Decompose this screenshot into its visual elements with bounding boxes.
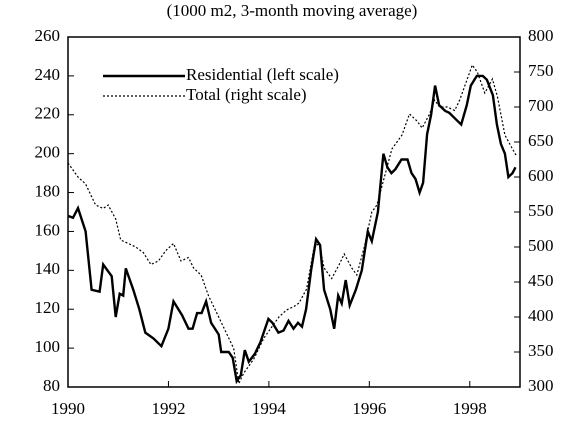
x-tick-label: 1996 [352,399,386,418]
y-tick-label: 200 [35,143,61,162]
x-tick-label: 1998 [453,399,487,418]
y-tick-label: 80 [43,376,60,395]
x-tick-label: 1994 [252,399,287,418]
y-tick-label: 220 [35,104,61,123]
y-tick-label: 260 [35,26,61,45]
series-line [67,74,517,385]
x-tick-label: 1990 [51,399,85,418]
x-tick-label: 1992 [151,399,185,418]
y2-tick-label: 450 [528,271,554,290]
chart-title: (1000 m2, 3-month moving average) [167,1,418,20]
y2-tick-label: 550 [528,201,554,220]
y-tick-label: 240 [35,65,61,84]
y2-tick-label: 650 [528,131,554,150]
y2-tick-label: 300 [528,376,554,395]
y2-tick-label: 700 [528,96,554,115]
legend-label: Residential (left scale) [186,65,339,84]
y2-tick-label: 500 [528,236,554,255]
y2-tick-label: 400 [528,306,554,325]
y-tick-label: 120 [35,298,61,317]
y-tick-label: 140 [35,259,61,278]
y2-tick-label: 600 [528,166,554,185]
y2-tick-label: 800 [528,26,554,45]
y-tick-label: 100 [35,337,61,356]
y-tick-label: 180 [35,181,61,200]
y2-tick-label: 350 [528,341,554,360]
y-tick-label: 160 [35,220,61,239]
series-line [67,63,518,386]
legend-label: Total (right scale) [186,85,307,104]
y2-tick-label: 750 [528,61,554,80]
